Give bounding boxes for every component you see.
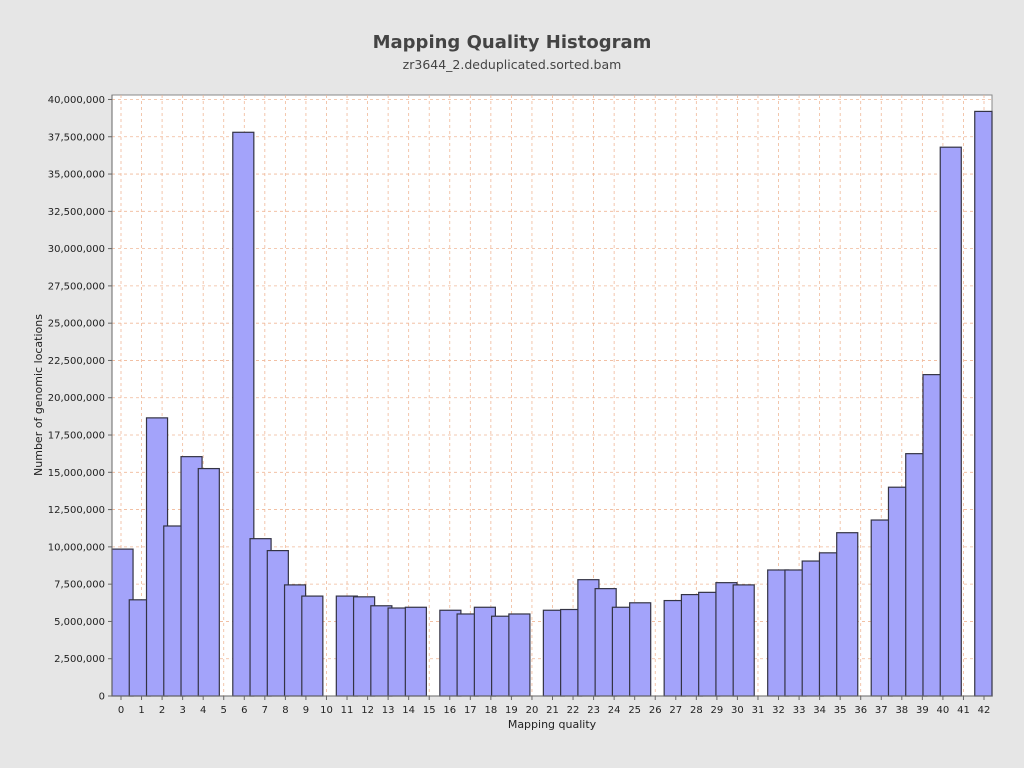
x-tick-label: 20 bbox=[526, 705, 539, 716]
chart-subtitle: zr3644_2.deduplicated.sorted.bam bbox=[403, 57, 622, 72]
x-tick-label: 1 bbox=[138, 705, 144, 716]
x-tick-label: 11 bbox=[341, 705, 354, 716]
bar bbox=[836, 532, 859, 697]
x-tick-label: 42 bbox=[978, 705, 991, 716]
axes bbox=[108, 95, 992, 700]
y-tick-label: 27,500,000 bbox=[48, 281, 105, 292]
x-tick-label: 23 bbox=[587, 705, 600, 716]
x-tick-label: 8 bbox=[282, 705, 288, 716]
x-tick-label: 25 bbox=[628, 705, 641, 716]
x-tick-label: 2 bbox=[159, 705, 165, 716]
x-tick-label: 21 bbox=[546, 705, 559, 716]
x-tick-label: 3 bbox=[179, 705, 185, 716]
y-tick-label: 10,000,000 bbox=[48, 542, 105, 553]
bar bbox=[974, 110, 993, 697]
x-tick-label: 19 bbox=[505, 705, 518, 716]
x-tick-label: 26 bbox=[649, 705, 662, 716]
x-tick-label: 16 bbox=[443, 705, 456, 716]
x-tick-label: 6 bbox=[241, 705, 247, 716]
bar bbox=[732, 584, 755, 697]
x-tick-label: 38 bbox=[895, 705, 908, 716]
x-tick-label: 10 bbox=[320, 705, 333, 716]
x-tick-label: 30 bbox=[731, 705, 744, 716]
y-tick-label: 37,500,000 bbox=[48, 132, 105, 143]
x-axis-label: Mapping quality bbox=[508, 718, 597, 731]
bar bbox=[404, 606, 427, 697]
x-tick-label: 29 bbox=[711, 705, 724, 716]
x-tick-label: 39 bbox=[916, 705, 929, 716]
x-tick-label: 41 bbox=[957, 705, 970, 716]
x-tick-label: 28 bbox=[690, 705, 703, 716]
y-tick-label: 0 bbox=[99, 692, 105, 703]
x-tick-label: 14 bbox=[402, 705, 415, 716]
y-tick-label: 40,000,000 bbox=[48, 95, 105, 106]
x-tick-label: 33 bbox=[793, 705, 806, 716]
x-tick-label: 22 bbox=[567, 705, 580, 716]
y-tick-label: 35,000,000 bbox=[48, 170, 105, 181]
x-tick-label: 27 bbox=[669, 705, 682, 716]
y-tick-label: 32,500,000 bbox=[48, 207, 105, 218]
x-tick-label: 0 bbox=[118, 705, 124, 716]
bar bbox=[301, 595, 324, 697]
x-tick-label: 40 bbox=[937, 705, 950, 716]
bar bbox=[508, 613, 531, 697]
x-tick-label: 5 bbox=[221, 705, 227, 716]
y-tick-label: 7,500,000 bbox=[54, 580, 105, 591]
x-tick-label: 34 bbox=[813, 705, 826, 716]
y-tick-label: 5,000,000 bbox=[54, 617, 105, 628]
x-tick-label: 35 bbox=[834, 705, 847, 716]
x-tick-label: 32 bbox=[772, 705, 785, 716]
y-tick-label: 12,500,000 bbox=[48, 505, 105, 516]
x-tick-label: 13 bbox=[382, 705, 395, 716]
y-tick-label: 30,000,000 bbox=[48, 244, 105, 255]
chart-title: Mapping Quality Histogram bbox=[373, 32, 652, 53]
bar bbox=[629, 602, 652, 697]
y-tick-label: 15,000,000 bbox=[48, 468, 105, 479]
y-axis-label: Number of genomic locations bbox=[32, 314, 45, 476]
y-tick-label: 25,000,000 bbox=[48, 319, 105, 330]
x-tick-label: 31 bbox=[752, 705, 765, 716]
x-tick-label: 18 bbox=[484, 705, 497, 716]
bar bbox=[197, 467, 220, 697]
y-tick-label: 22,500,000 bbox=[48, 356, 105, 367]
x-tick-label: 15 bbox=[423, 705, 436, 716]
x-tick-label: 36 bbox=[854, 705, 867, 716]
y-tick-label: 17,500,000 bbox=[48, 431, 105, 442]
bar bbox=[939, 146, 962, 697]
y-tick-label: 2,500,000 bbox=[54, 654, 105, 665]
x-tick-label: 37 bbox=[875, 705, 888, 716]
x-tick-label: 24 bbox=[608, 705, 621, 716]
x-tick-label: 9 bbox=[303, 705, 309, 716]
x-tick-label: 4 bbox=[200, 705, 206, 716]
x-tick-label: 7 bbox=[262, 705, 268, 716]
y-tick-label: 20,000,000 bbox=[48, 393, 105, 404]
x-tick-label: 12 bbox=[361, 705, 374, 716]
x-tick-label: 17 bbox=[464, 705, 477, 716]
tick-labels: 02,500,0005,000,0007,500,00010,000,00012… bbox=[48, 95, 991, 716]
